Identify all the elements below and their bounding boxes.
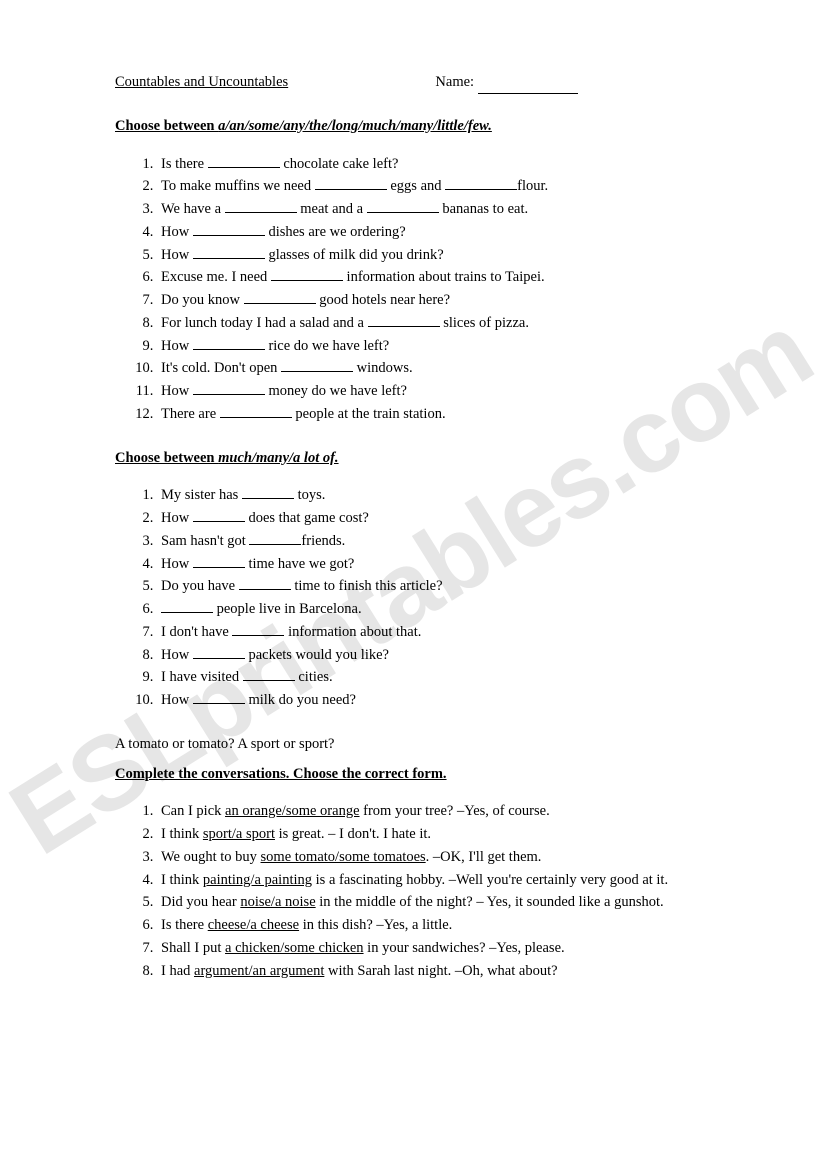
exercise2-item: Sam hasn't got friends.: [157, 531, 721, 553]
exercise2-item: people live in Barcelona.: [157, 599, 721, 621]
fill-blank[interactable]: [445, 176, 517, 190]
section3-heading: Complete the conversations. Choose the c…: [115, 764, 721, 786]
exercise2-item: How time have we got?: [157, 554, 721, 576]
fill-blank[interactable]: [193, 645, 245, 659]
exercise1-item: We have a meat and a bananas to eat.: [157, 199, 721, 221]
exercise1-item: Is there chocolate cake left?: [157, 154, 721, 176]
exercise2-item: I have visited cities.: [157, 667, 721, 689]
exercise1-item: For lunch today I had a salad and a slic…: [157, 313, 721, 335]
exercise1-item: How dishes are we ordering?: [157, 222, 721, 244]
fill-blank[interactable]: [193, 508, 245, 522]
fill-blank[interactable]: [193, 222, 265, 236]
worksheet-title: Countables and Uncountables: [115, 74, 288, 90]
fill-blank[interactable]: [161, 599, 213, 613]
exercise1-item: How money do we have left?: [157, 381, 721, 403]
exercise3-item: Can I pick an orange/some orange from yo…: [157, 801, 721, 823]
exercise1-item: How rice do we have left?: [157, 336, 721, 358]
exercise2-item: My sister has toys.: [157, 485, 721, 507]
fill-blank[interactable]: [368, 313, 440, 327]
exercise-3-list: Can I pick an orange/some orange from yo…: [115, 801, 721, 982]
exercise3-item: Did you hear noise/a noise in the middle…: [157, 892, 721, 914]
choice-option[interactable]: argument/an argument: [194, 963, 324, 979]
exercise1-item: To make muffins we need eggs and flour.: [157, 176, 721, 198]
fill-blank[interactable]: [193, 554, 245, 568]
section3-intro: A tomato or tomato? A sport or sport?: [115, 734, 721, 756]
exercise2-item: How milk do you need?: [157, 690, 721, 712]
exercise3-item: We ought to buy some tomato/some tomatoe…: [157, 847, 721, 869]
exercise1-item: Excuse me. I need information about trai…: [157, 267, 721, 289]
exercise3-item: I think painting/a painting is a fascina…: [157, 870, 721, 892]
choice-option[interactable]: a chicken/some chicken: [225, 940, 364, 956]
fill-blank[interactable]: [315, 176, 387, 190]
exercise3-item: I think sport/a sport is great. – I don'…: [157, 824, 721, 846]
fill-blank[interactable]: [242, 485, 294, 499]
fill-blank[interactable]: [239, 576, 291, 590]
exercise2-item: I don't have information about that.: [157, 622, 721, 644]
fill-blank[interactable]: [244, 290, 316, 304]
fill-blank[interactable]: [193, 245, 265, 259]
choice-option[interactable]: sport/a sport: [203, 826, 275, 842]
fill-blank[interactable]: [367, 199, 439, 213]
exercise2-item: How does that game cost?: [157, 508, 721, 530]
exercise2-item: How packets would you like?: [157, 645, 721, 667]
exercise3-item: Is there cheese/a cheese in this dish? –…: [157, 915, 721, 937]
exercise-1-list: Is there chocolate cake left?To make muf…: [115, 154, 721, 426]
header-line: Countables and Uncountables Name:: [115, 72, 721, 94]
exercise3-item: I had argument/an argument with Sarah la…: [157, 961, 721, 983]
choice-option[interactable]: some tomato/some tomatoes: [261, 849, 426, 865]
exercise1-item: Do you know good hotels near here?: [157, 290, 721, 312]
fill-blank[interactable]: [193, 336, 265, 350]
choice-option[interactable]: noise/a noise: [240, 894, 315, 910]
fill-blank[interactable]: [232, 622, 284, 636]
fill-blank[interactable]: [220, 404, 292, 418]
fill-blank[interactable]: [243, 667, 295, 681]
fill-blank[interactable]: [208, 154, 280, 168]
exercise2-item: Do you have time to finish this article?: [157, 576, 721, 598]
fill-blank[interactable]: [249, 531, 301, 545]
worksheet-page: Countables and Uncountables Name: Choose…: [0, 0, 821, 1076]
fill-blank[interactable]: [281, 358, 353, 372]
fill-blank[interactable]: [271, 267, 343, 281]
section2-heading: Choose between much/many/a lot of.: [115, 448, 721, 470]
fill-blank[interactable]: [193, 381, 265, 395]
name-label: Name:: [435, 74, 474, 90]
exercise3-item: Shall I put a chicken/some chicken in yo…: [157, 938, 721, 960]
name-input-line[interactable]: [478, 78, 578, 94]
exercise1-item: There are people at the train station.: [157, 404, 721, 426]
exercise1-item: How glasses of milk did you drink?: [157, 245, 721, 267]
choice-option[interactable]: cheese/a cheese: [208, 917, 299, 933]
section1-heading: Choose between a/an/some/any/the/long/mu…: [115, 116, 721, 138]
fill-blank[interactable]: [225, 199, 297, 213]
exercise1-item: It's cold. Don't open windows.: [157, 358, 721, 380]
choice-option[interactable]: an orange/some orange: [225, 803, 359, 819]
choice-option[interactable]: painting/a painting: [203, 872, 312, 888]
fill-blank[interactable]: [193, 690, 245, 704]
exercise-2-list: My sister has toys.How does that game co…: [115, 485, 721, 712]
